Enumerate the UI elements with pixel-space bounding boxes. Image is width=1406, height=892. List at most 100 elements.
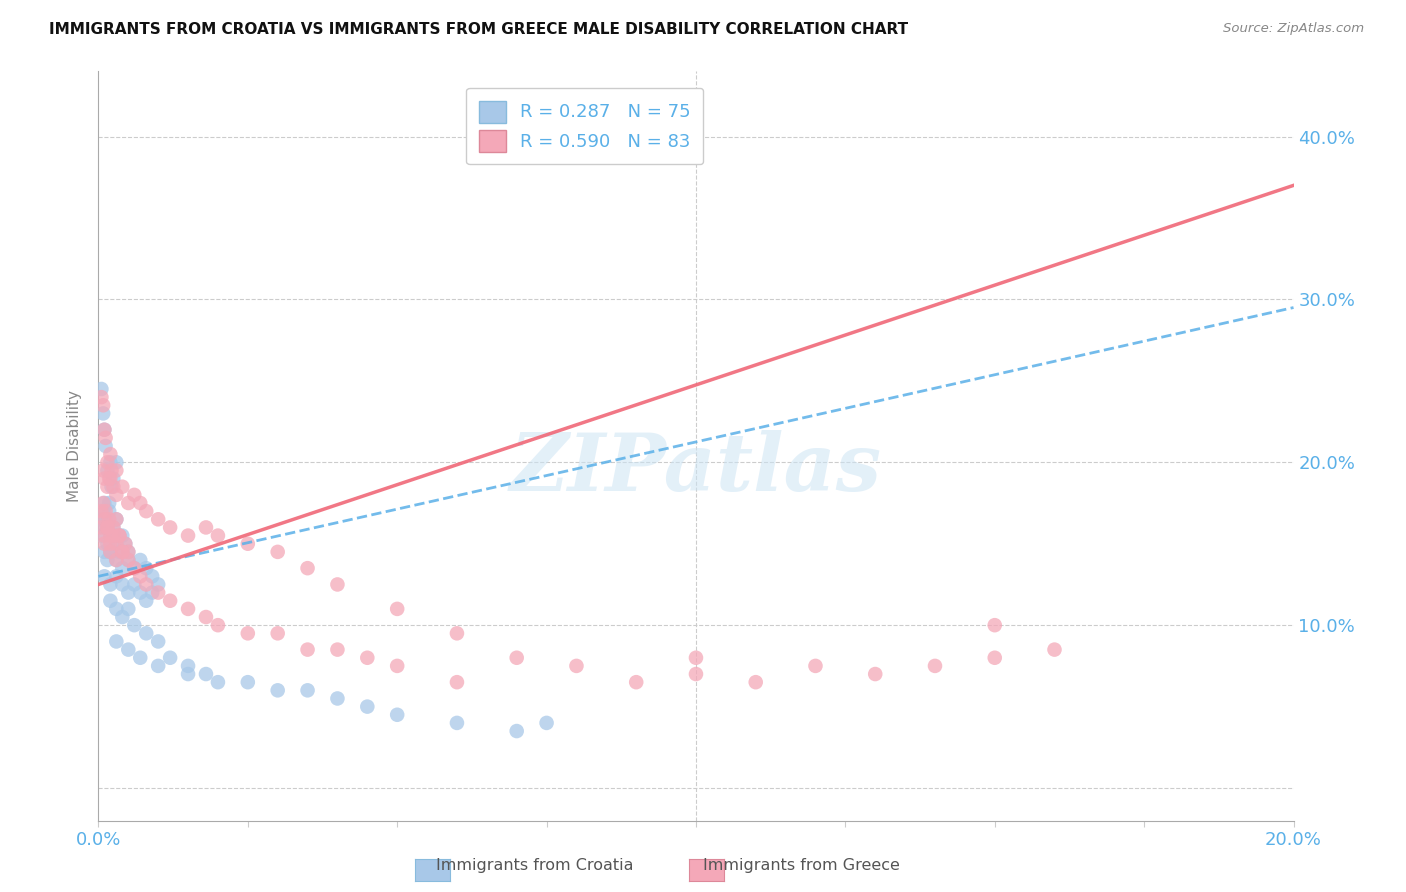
Point — [536, 715, 558, 730]
Point — [93, 537, 115, 551]
Point — [98, 545, 122, 559]
Point — [98, 577, 122, 591]
Point — [326, 642, 349, 657]
Point — [984, 618, 1007, 632]
Point — [105, 512, 128, 526]
Point — [506, 650, 529, 665]
Point — [111, 561, 134, 575]
Point — [177, 667, 200, 681]
Point — [267, 545, 290, 559]
Point — [984, 650, 1007, 665]
Point — [117, 642, 139, 657]
Point — [100, 480, 122, 494]
Point — [297, 642, 319, 657]
Point — [124, 488, 146, 502]
Point — [565, 659, 588, 673]
Point — [865, 667, 887, 681]
Point — [124, 561, 146, 575]
Point — [141, 569, 163, 583]
Point — [94, 504, 117, 518]
Point — [129, 569, 152, 583]
Point — [90, 520, 112, 534]
Point — [124, 618, 146, 632]
Point — [93, 545, 115, 559]
Point — [236, 675, 259, 690]
Point — [90, 528, 112, 542]
Point — [117, 553, 139, 567]
Point — [93, 496, 115, 510]
Point — [207, 675, 229, 690]
Point — [105, 488, 128, 502]
Point — [148, 512, 170, 526]
Point — [105, 553, 128, 567]
Point — [90, 390, 112, 404]
Point — [96, 520, 118, 534]
Point — [98, 472, 121, 486]
Point — [267, 626, 290, 640]
Point — [105, 634, 128, 648]
Point — [195, 667, 218, 681]
Point — [195, 610, 218, 624]
Point — [111, 545, 134, 559]
Point — [236, 537, 259, 551]
Point — [267, 683, 290, 698]
Point — [111, 545, 134, 559]
Point — [924, 659, 946, 673]
Point — [117, 545, 139, 559]
Point — [148, 634, 170, 648]
Point — [446, 715, 468, 730]
Point — [105, 463, 128, 477]
Point — [105, 455, 128, 469]
Y-axis label: Male Disability: Male Disability — [67, 390, 83, 502]
Point — [98, 512, 121, 526]
Point — [385, 659, 409, 673]
Legend: R = 0.287   N = 75, R = 0.590   N = 83: R = 0.287 N = 75, R = 0.590 N = 83 — [465, 88, 703, 164]
Point — [94, 431, 117, 445]
Point — [236, 626, 259, 640]
Point — [90, 382, 112, 396]
Point — [96, 553, 118, 567]
Point — [135, 626, 157, 640]
Point — [446, 626, 468, 640]
Point — [108, 528, 131, 542]
Point — [1043, 642, 1066, 657]
Point — [207, 618, 229, 632]
Point — [626, 675, 648, 690]
Point — [685, 667, 707, 681]
Point — [93, 512, 115, 526]
Point — [94, 439, 117, 453]
Point — [105, 553, 128, 567]
Point — [98, 455, 122, 469]
Point — [98, 528, 122, 542]
Point — [98, 504, 121, 518]
Point — [114, 537, 136, 551]
Point — [98, 472, 122, 486]
Point — [108, 545, 131, 559]
Point — [93, 423, 115, 437]
Point — [124, 561, 146, 575]
Point — [129, 496, 152, 510]
Point — [94, 512, 117, 526]
Point — [93, 528, 115, 542]
Point — [111, 610, 134, 624]
Point — [159, 650, 181, 665]
Point — [93, 423, 115, 437]
Point — [129, 585, 152, 599]
Text: Immigrants from Greece: Immigrants from Greece — [703, 858, 900, 872]
Point — [91, 504, 114, 518]
Point — [91, 463, 114, 477]
Point — [103, 480, 125, 494]
Point — [90, 512, 112, 526]
Point — [804, 659, 827, 673]
Point — [100, 463, 122, 477]
Point — [93, 569, 115, 583]
Point — [103, 520, 125, 534]
Point — [96, 463, 118, 477]
Point — [141, 585, 163, 599]
Point — [105, 512, 128, 526]
Point — [356, 699, 378, 714]
Point — [96, 520, 118, 534]
Point — [129, 650, 152, 665]
Point — [177, 528, 200, 542]
Point — [135, 561, 157, 575]
